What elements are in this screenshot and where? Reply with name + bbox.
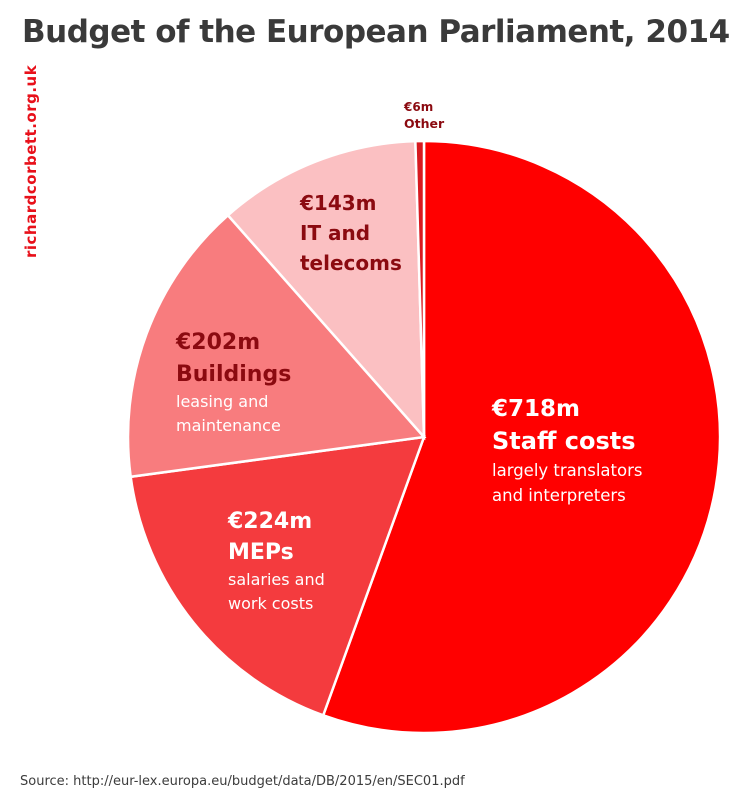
pie-slice-buildings: [126, 213, 427, 479]
slice-value-label-staff: €718m: [491, 396, 580, 422]
slice-value-label-meps: €224m: [227, 509, 312, 534]
pie-slice-meps: [129, 435, 426, 717]
slice-value-label-buildings: €202m: [175, 330, 260, 355]
slice-category-label-meps: MEPs: [228, 540, 294, 565]
slice-sublabel-staff: largely translators: [492, 461, 642, 480]
slice-category-label-it: IT and: [300, 221, 370, 245]
slice-value-label-other: €6m: [403, 100, 433, 114]
slice-category-label-buildings: Buildings: [176, 362, 291, 387]
slice-category-label-other: Other: [404, 116, 445, 131]
pie-slice-other: [414, 139, 426, 438]
pie-chart: €718m Staff costs largely translators and i…: [126, 100, 722, 735]
chart-title: Budget of the European Parliament, 2014: [22, 14, 730, 50]
slice-sublabel-buildings: maintenance: [176, 416, 281, 435]
pie-slice-staff: [321, 139, 722, 735]
source-note: Source: http://eur-lex.europa.eu/budget/…: [20, 774, 465, 789]
slice-sublabel-meps: work costs: [228, 594, 313, 613]
pie-labels: €718m Staff costs largely translators and i…: [175, 100, 642, 613]
slice-value-label-it: €143m: [299, 191, 377, 215]
pie-slices: [126, 139, 722, 735]
slice-sublabel-buildings: leasing and: [176, 392, 268, 411]
pie-slice-it: [226, 139, 426, 441]
slice-category-label-it: telecoms: [300, 251, 402, 275]
slice-sublabel-staff: and interpreters: [492, 486, 626, 505]
slice-category-label-staff: Staff costs: [492, 427, 636, 455]
slice-sublabel-meps: salaries and: [228, 570, 325, 589]
